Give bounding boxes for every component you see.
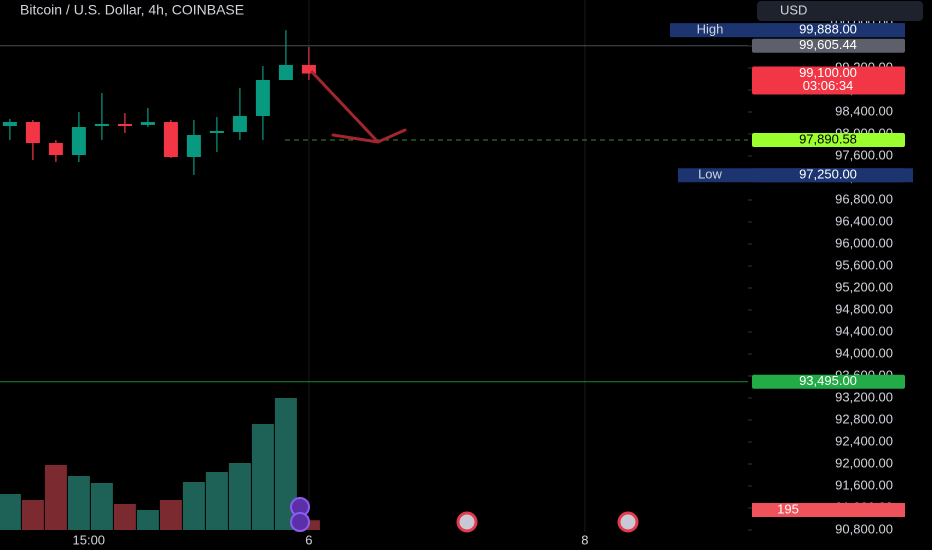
price-tag <box>752 168 905 183</box>
price-tag <box>752 23 905 38</box>
candle-body <box>186 134 201 157</box>
price-tag <box>752 374 905 389</box>
x-tick-label: 6 <box>305 532 312 547</box>
candle-body <box>117 123 132 127</box>
candle-body <box>163 122 178 157</box>
volume-bar <box>90 483 113 530</box>
price-tag-label: 99,100.00 <box>799 65 857 80</box>
currency-label: USD <box>780 2 807 17</box>
flag-icon[interactable] <box>456 511 478 533</box>
price-tag <box>752 38 905 53</box>
volume-bar <box>44 465 67 530</box>
volume-bar <box>21 500 44 530</box>
y-tick-label: 95,200.00 <box>835 279 893 294</box>
x-tick-label: 8 <box>581 532 588 547</box>
candle-body <box>209 130 224 134</box>
y-tick-label: 96,000.00 <box>835 235 893 250</box>
tag-name: Low <box>698 167 722 182</box>
volume-bar <box>0 494 21 530</box>
candle-body <box>232 116 247 133</box>
y-tick-label: 95,600.00 <box>835 257 893 272</box>
y-tick-label: 94,400.00 <box>835 323 893 338</box>
y-tick-label: 94,000.00 <box>835 345 893 360</box>
y-tick-label: 96,800.00 <box>835 191 893 206</box>
price-tag-label: 99,605.44 <box>799 37 857 52</box>
y-tick-label: 92,800.00 <box>835 411 893 426</box>
candle-body <box>140 122 155 125</box>
volume-tag <box>752 503 905 517</box>
volume-bar <box>67 476 90 530</box>
currency-button[interactable] <box>757 1 923 21</box>
candle-body <box>71 127 86 156</box>
price-tag-label: 99,888.00 <box>799 22 857 37</box>
flag-icon[interactable] <box>617 511 639 533</box>
volume-bar <box>182 482 205 530</box>
price-tag-label: 97,890.58 <box>799 131 857 146</box>
chart-title: Bitcoin / U.S. Dollar, 4h, COINBASE <box>20 2 244 18</box>
grid <box>0 0 748 532</box>
volume-bar <box>136 510 159 530</box>
candle-body <box>2 122 17 127</box>
y-tick-label: 96,400.00 <box>835 213 893 228</box>
volume-bar <box>228 463 251 530</box>
candle-body <box>278 64 293 80</box>
candle-body <box>25 122 40 144</box>
price-tag <box>752 133 905 148</box>
countdown: 03:06:34 <box>803 78 854 93</box>
y-tick-label: 94,800.00 <box>835 301 893 316</box>
volume-tag-label: 195 <box>777 501 799 516</box>
y-tick-label: 92,000.00 <box>835 455 893 470</box>
volume-bar <box>159 500 182 530</box>
y-tick-label: 91,600.00 <box>835 477 893 492</box>
candles <box>2 30 316 175</box>
volume-bar <box>113 504 136 530</box>
tag-name: High <box>697 22 724 37</box>
event-icon[interactable] <box>290 512 310 532</box>
candle-body <box>255 79 270 117</box>
y-tick-label: 93,200.00 <box>835 389 893 404</box>
arrow-drawing <box>310 70 407 144</box>
price-tag <box>752 66 905 95</box>
volume-bar <box>274 398 297 530</box>
volume-bar <box>205 472 228 530</box>
price-tag-label: 97,250.00 <box>799 167 857 182</box>
x-tick-label: 15:00 <box>73 532 106 547</box>
volume-bar <box>251 424 274 530</box>
candle-body <box>301 64 316 74</box>
y-tick-label: 92,400.00 <box>835 433 893 448</box>
y-tick-label: 98,400.00 <box>835 103 893 118</box>
y-tick-label: 90,800.00 <box>835 521 893 536</box>
y-tick-label: 97,600.00 <box>835 147 893 162</box>
candle-body <box>48 143 63 156</box>
candle-body <box>94 123 109 127</box>
price-tag-label: 93,495.00 <box>799 373 857 388</box>
